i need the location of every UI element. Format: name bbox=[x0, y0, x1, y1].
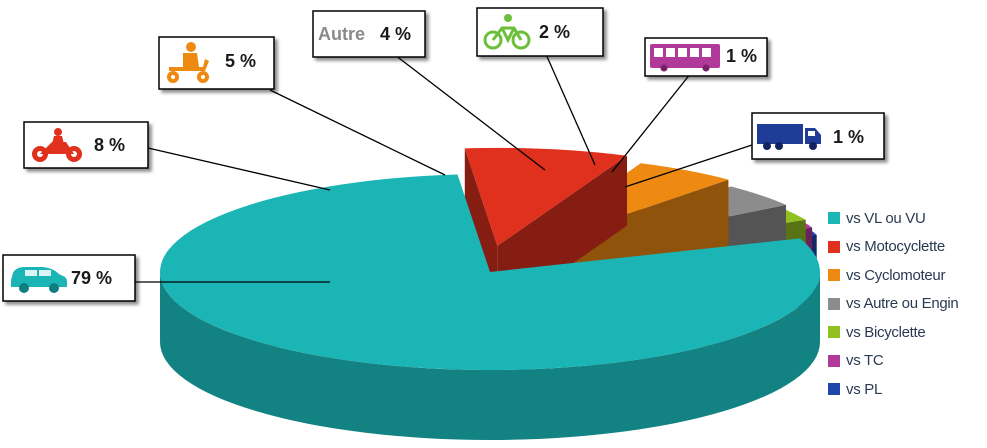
legend-item-moto: vs Motocyclette bbox=[828, 233, 958, 262]
legend-swatch-bicyclette bbox=[828, 326, 840, 338]
callout-autre: Autre 4 % bbox=[313, 11, 425, 57]
label-vl: 79 % bbox=[71, 268, 112, 288]
label-pl: 1 % bbox=[833, 127, 864, 147]
label-tc: 1 % bbox=[726, 46, 757, 66]
leader-line-tc bbox=[612, 68, 695, 172]
legend-swatch-pl bbox=[828, 383, 840, 395]
label-autre-prefix: Autre bbox=[318, 24, 365, 44]
bus-icon bbox=[650, 44, 720, 72]
legend-label-autre: vs Autre ou Engin bbox=[846, 295, 958, 312]
label-bicyclette: 2 % bbox=[539, 22, 570, 42]
leader-line-moto bbox=[148, 148, 330, 190]
legend-item-autre: vs Autre ou Engin bbox=[828, 290, 958, 319]
legend-item-cyclo: vs Cyclomoteur bbox=[828, 261, 958, 290]
label-cyclo: 5 % bbox=[225, 51, 256, 71]
leader-line-bicyclette bbox=[545, 52, 595, 165]
callout-moto: 8 % bbox=[24, 122, 148, 168]
legend-label-pl: vs PL bbox=[846, 381, 882, 398]
legend-swatch-tc bbox=[828, 355, 840, 367]
pie-slices bbox=[160, 148, 820, 440]
leader-line-cyclo bbox=[270, 90, 445, 175]
callout-cyclo: 5 % bbox=[159, 37, 274, 89]
legend-swatch-cyclo bbox=[828, 269, 840, 281]
legend-label-tc: vs TC bbox=[846, 352, 883, 369]
legend-label-vl: vs VL ou VU bbox=[846, 210, 926, 227]
callout-bicyclette: 2 % bbox=[477, 8, 603, 56]
legend-swatch-vl bbox=[828, 212, 840, 224]
legend-label-bicyclette: vs Bicyclette bbox=[846, 324, 925, 341]
legend-item-bicyclette: vs Bicyclette bbox=[828, 318, 958, 347]
label-moto: 8 % bbox=[94, 135, 125, 155]
legend-label-moto: vs Motocyclette bbox=[846, 238, 945, 255]
legend-swatch-autre bbox=[828, 298, 840, 310]
legend-item-pl: vs PL bbox=[828, 375, 958, 404]
callout-pl: 1 % bbox=[752, 113, 884, 159]
legend-item-tc: vs TC bbox=[828, 347, 958, 376]
legend-item-vl: vs VL ou VU bbox=[828, 204, 958, 233]
callout-tc: 1 % bbox=[645, 38, 767, 76]
legend-swatch-moto bbox=[828, 241, 840, 253]
label-autre: 4 % bbox=[380, 24, 411, 44]
callout-vl: 79 % bbox=[3, 255, 135, 301]
legend: vs VL ou VU vs Motocyclette vs Cyclomote… bbox=[828, 204, 958, 404]
legend-label-cyclo: vs Cyclomoteur bbox=[846, 267, 945, 284]
